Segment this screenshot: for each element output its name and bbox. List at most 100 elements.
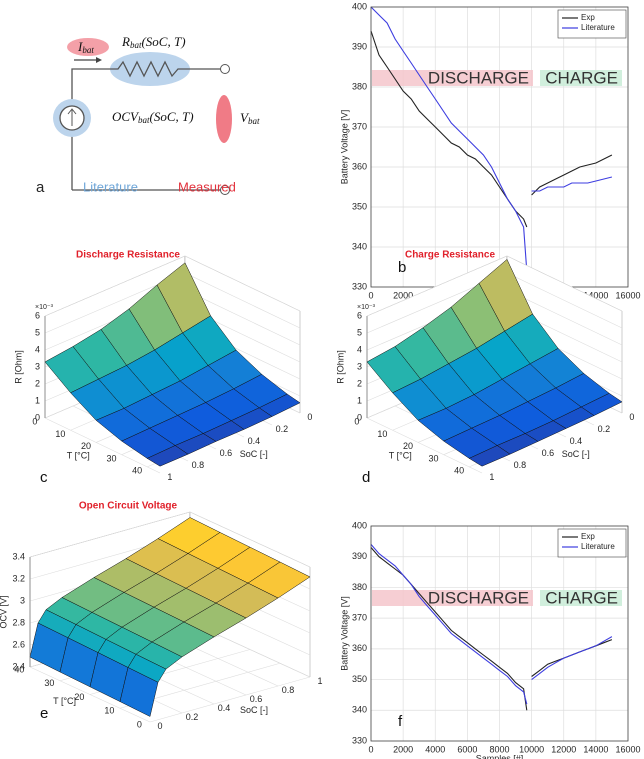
y-tick-label: 370 xyxy=(352,121,367,131)
wire xyxy=(71,60,221,190)
y-tick-label: 0.8 xyxy=(514,460,527,470)
y-tick-label: 0.6 xyxy=(250,694,263,704)
annotation: DISCHARGE xyxy=(428,588,529,607)
resistance-label: Rbat(SoC, T) xyxy=(121,34,186,50)
z-tick-label: 4 xyxy=(35,344,40,354)
z-multiplier: ×10⁻³ xyxy=(357,304,376,311)
grid-line xyxy=(366,255,623,317)
annotation-box xyxy=(372,590,533,606)
z-axis-label: R [Ohm] xyxy=(335,350,345,384)
arrow-head xyxy=(96,57,102,63)
x-tick-label: 30 xyxy=(107,453,117,463)
legend-label: Exp xyxy=(581,13,595,22)
x-tick-label: 20 xyxy=(74,692,84,702)
grid-line xyxy=(29,666,151,723)
x-axis-label: T [°C] xyxy=(53,696,76,706)
y-tick-label: 0.2 xyxy=(186,712,199,722)
x-tick-label: 2000 xyxy=(393,290,413,300)
x-tick-label: 14000 xyxy=(583,744,608,754)
z-tick-label: 4 xyxy=(357,344,362,354)
x-tick-label: 0 xyxy=(32,417,37,427)
annotation: CHARGE xyxy=(545,588,618,607)
x-tick-label: 30 xyxy=(429,453,439,463)
series-line xyxy=(370,544,613,705)
panel-label: e xyxy=(40,705,48,722)
y-tick-label: 330 xyxy=(352,735,367,745)
y-tick-label: 360 xyxy=(352,161,367,171)
y-tick-label: 0.4 xyxy=(218,703,231,713)
y-axis-label: Battery Voltage [V] xyxy=(339,596,349,671)
annotation: CHARGE xyxy=(545,68,618,87)
surface-cell xyxy=(468,445,511,467)
legend-box xyxy=(557,528,627,558)
x-tick-label: 10 xyxy=(104,706,114,716)
annotation-box xyxy=(540,590,622,606)
z-axis-label: R [Ohm] xyxy=(13,350,23,384)
x-tick-label: 16000 xyxy=(615,290,640,300)
y-tick-label: 350 xyxy=(352,201,367,211)
chart-title: Open Circuit Voltage xyxy=(79,501,178,512)
y-tick-label: 0.4 xyxy=(570,436,583,446)
voltage-highlight xyxy=(216,95,232,143)
x-tick-label: 0 xyxy=(368,744,373,754)
x-axis-label: T [°C] xyxy=(67,450,90,460)
y-tick-label: 370 xyxy=(352,613,367,623)
z-tick-label: 3.4 xyxy=(12,551,25,561)
y-tick-label: 0.8 xyxy=(192,460,205,470)
y-axis-label: SoC [-] xyxy=(240,449,268,459)
y-axis-label: SoC [-] xyxy=(240,705,268,715)
surface-cell xyxy=(119,667,159,717)
legend-label: Literature xyxy=(581,542,615,551)
x-tick-label: 2000 xyxy=(393,744,413,754)
y-tick-label: 390 xyxy=(352,551,367,561)
ocv-label: OCVbat(SoC, T) xyxy=(112,109,194,125)
axes-box xyxy=(370,525,629,742)
z-tick-label: 1 xyxy=(357,395,362,405)
z-tick-label: 2.4 xyxy=(12,661,25,671)
y-tick-label: 0 xyxy=(157,721,162,731)
z-tick-label: 0 xyxy=(35,412,40,422)
x-tick-label: 40 xyxy=(14,664,24,674)
y-tick-label: 0 xyxy=(307,412,312,422)
x-axis-label: Samples [#] xyxy=(476,753,524,759)
z-multiplier: ×10⁻³ xyxy=(35,304,54,311)
y-tick-label: 330 xyxy=(352,281,367,291)
y-tick-label: 0.6 xyxy=(542,448,555,458)
z-tick-label: 0 xyxy=(357,412,362,422)
panel-label: b xyxy=(398,259,406,276)
panel-label: a xyxy=(36,179,45,196)
surface-chart: 2.4 2.6 2.8 3 3.2 3.4 0 10 20 30 40 0 0.2 0.4 0.6 0.8 1 O… xyxy=(0,501,323,731)
legend-literature: Literature xyxy=(83,179,138,194)
x-tick-label: 6000 xyxy=(457,744,477,754)
source-arrow xyxy=(67,108,77,126)
surface-cell xyxy=(146,445,189,467)
z-tick-label: 2 xyxy=(35,378,40,388)
z-tick-label: 6 xyxy=(357,310,362,320)
x-tick-label: 16000 xyxy=(615,744,640,754)
chart-title: Charge Resistance xyxy=(405,250,495,261)
y-tick-label: 0.2 xyxy=(598,424,611,434)
panel-label: f xyxy=(398,713,403,730)
y-tick-label: 390 xyxy=(352,41,367,51)
y-tick-label: 1 xyxy=(167,472,172,482)
z-tick-label: 2.8 xyxy=(12,617,25,627)
y-tick-label: 380 xyxy=(352,81,367,91)
x-tick-label: 30 xyxy=(44,678,54,688)
y-tick-label: 1 xyxy=(489,472,494,482)
x-tick-label: 0 xyxy=(354,417,359,427)
y-tick-label: 0.8 xyxy=(282,685,295,695)
z-tick-label: 3 xyxy=(357,361,362,371)
z-axis-label: OCV [V] xyxy=(0,595,8,628)
legend-label: Literature xyxy=(581,23,615,32)
panel-label: c xyxy=(40,469,48,486)
y-tick-label: 350 xyxy=(352,674,367,684)
z-tick-label: 1 xyxy=(35,395,40,405)
y-axis-label: Battery Voltage [V] xyxy=(339,110,349,185)
grid-line xyxy=(44,255,301,317)
x-tick-label: 8000 xyxy=(489,744,509,754)
y-tick-label: 360 xyxy=(352,643,367,653)
x-tick-label: 10000 xyxy=(519,744,544,754)
annotation-box xyxy=(372,70,533,86)
